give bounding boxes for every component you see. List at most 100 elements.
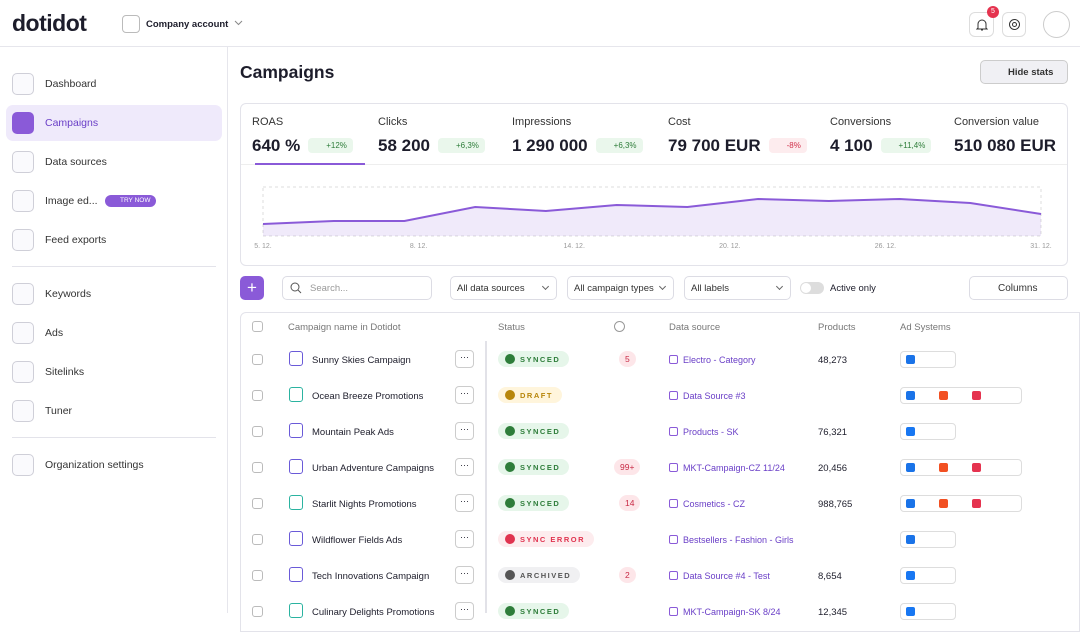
- stat-change: +11,4%: [880, 138, 932, 153]
- more-button[interactable]: ···: [455, 350, 474, 368]
- nav-item[interactable]: Sitelinks: [45, 366, 85, 378]
- checkbox[interactable]: [252, 570, 263, 581]
- nav-item[interactable]: Data sources: [45, 156, 107, 168]
- data-source-icon: [669, 607, 678, 616]
- data-source[interactable]: MKT-Campaign-CZ 11/24: [683, 463, 785, 473]
- chevron: [234, 20, 243, 26]
- ad-system-icon: [906, 499, 915, 508]
- ad-systems[interactable]: [900, 459, 1022, 476]
- products: 8,654: [818, 571, 842, 582]
- gear-icon: [1009, 19, 1020, 30]
- hide-stats-button[interactable]: [980, 60, 1068, 84]
- campaign-name[interactable]: Wildflower Fields Ads: [312, 535, 403, 546]
- search-icon: [290, 282, 302, 294]
- data-source[interactable]: Bestsellers - Fashion - Girls: [683, 535, 794, 545]
- try-now-badge[interactable]: TRY NOW: [105, 195, 157, 207]
- campaign-name[interactable]: Sunny Skies Campaign: [312, 355, 411, 366]
- status-pill: SYNC ERROR: [498, 531, 595, 547]
- data-source-icon: [669, 427, 678, 436]
- nav-item[interactable]: Image ed...: [45, 195, 98, 207]
- x-label: 5. 12.: [254, 243, 272, 250]
- campaign-name[interactable]: Mountain Peak Ads: [312, 427, 394, 438]
- nav-icon: [12, 400, 34, 422]
- more-button[interactable]: ···: [455, 566, 474, 584]
- column-header[interactable]: Data source: [669, 322, 721, 333]
- campaign-name[interactable]: Urban Adventure Campaigns: [312, 463, 434, 474]
- stat-value: 79 700 EUR: [668, 136, 761, 155]
- checkbox[interactable]: [252, 390, 263, 401]
- column-header[interactable]: Status: [498, 322, 525, 333]
- nav-item[interactable]: Organization settings: [45, 459, 144, 471]
- column-header[interactable]: Campaign name in Dotidot: [288, 322, 401, 333]
- columns-button[interactable]: Columns: [969, 276, 1068, 300]
- filter-select[interactable]: All labels: [684, 276, 791, 300]
- data-source[interactable]: Data Source #4 - Test: [683, 571, 770, 581]
- ad-systems[interactable]: [900, 495, 1022, 512]
- nav-item[interactable]: Keywords: [45, 288, 92, 300]
- x-label: 20. 12.: [719, 243, 740, 250]
- campaign-name[interactable]: Ocean Breeze Promotions: [312, 391, 424, 402]
- more-button[interactable]: ···: [455, 386, 474, 404]
- nav-item[interactable]: Tuner: [45, 405, 73, 417]
- nav-icon: [12, 190, 34, 212]
- logo[interactable]: dotidot: [12, 10, 87, 36]
- column-header[interactable]: Products: [818, 322, 856, 333]
- account-name[interactable]: Company account: [146, 19, 229, 30]
- more-button[interactable]: ···: [455, 494, 474, 512]
- hide-stats-label[interactable]: Hide stats: [1008, 67, 1054, 78]
- ad-systems[interactable]: [900, 387, 1022, 404]
- toggle-label[interactable]: Active only: [830, 283, 876, 294]
- nav-icon: [12, 283, 34, 305]
- nav-item[interactable]: Campaigns: [45, 117, 99, 129]
- account-icon: [122, 15, 140, 33]
- nav-item[interactable]: Feed exports: [45, 234, 107, 246]
- ad-system-icon: [972, 463, 981, 472]
- avatar-button[interactable]: [1043, 11, 1070, 38]
- stat-change: +6,3%: [595, 138, 643, 153]
- more-button[interactable]: ···: [455, 602, 474, 620]
- checkbox[interactable]: [252, 606, 263, 617]
- nav-item[interactable]: Dashboard: [45, 78, 97, 90]
- more-button[interactable]: ···: [455, 422, 474, 440]
- stat-label: ROAS: [252, 116, 284, 128]
- filter-select[interactable]: All campaign types: [567, 276, 674, 300]
- bell-icon: [976, 19, 988, 31]
- data-source[interactable]: MKT-Campaign-SK 8/24: [683, 607, 781, 617]
- more-button[interactable]: ···: [455, 458, 474, 476]
- nav-item[interactable]: Ads: [45, 327, 64, 339]
- status-dot: [505, 498, 515, 508]
- top-bar: [0, 0, 1080, 47]
- search-input[interactable]: Search...: [282, 276, 432, 300]
- filter-select[interactable]: All data sources: [450, 276, 557, 300]
- checkbox[interactable]: [252, 462, 263, 473]
- stat-change: +12%: [308, 138, 353, 153]
- campaign-name[interactable]: Tech Innovations Campaign: [312, 571, 430, 582]
- nav-icon: [12, 454, 34, 476]
- notifications-button[interactable]: [969, 12, 994, 37]
- status-dot: [505, 462, 515, 472]
- add-button[interactable]: +: [240, 276, 264, 300]
- campaign-name[interactable]: Starlit Nights Promotions: [312, 499, 417, 510]
- checkbox[interactable]: [252, 534, 263, 545]
- data-source-icon: [669, 535, 678, 544]
- status-dot: [505, 570, 515, 580]
- ad-system-icon: [972, 391, 981, 400]
- stat-label: Impressions: [512, 116, 572, 128]
- data-source-icon: [669, 571, 678, 580]
- checkbox[interactable]: [252, 498, 263, 509]
- stat-change: +6,3%: [438, 138, 485, 153]
- more-button[interactable]: ···: [455, 530, 474, 548]
- checkbox[interactable]: [252, 354, 263, 365]
- status-pill: SYNCED: [498, 351, 570, 367]
- ad-system-icon: [939, 463, 948, 472]
- column-header[interactable]: Ad Systems: [900, 322, 951, 333]
- data-source[interactable]: Data Source #3: [683, 391, 746, 401]
- data-source[interactable]: Products - SK: [683, 427, 739, 437]
- products: 76,321: [818, 427, 848, 438]
- checkbox[interactable]: [252, 426, 263, 437]
- data-source[interactable]: Electro - Category: [683, 355, 756, 365]
- divider: [12, 266, 216, 267]
- data-source[interactable]: Cosmetics - CZ: [683, 499, 746, 509]
- products: 48,273: [818, 355, 848, 366]
- settings-button[interactable]: [1002, 12, 1026, 37]
